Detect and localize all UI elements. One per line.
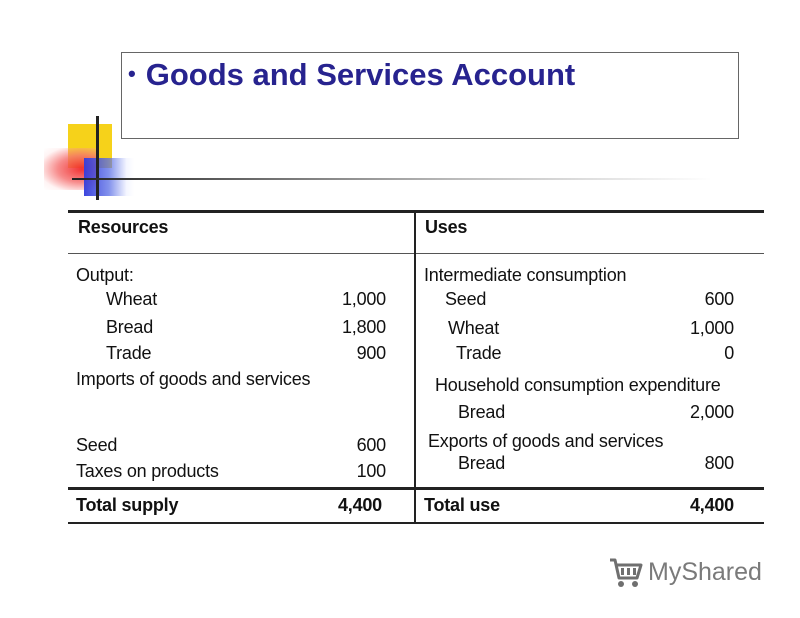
table-column-divider [414, 210, 416, 524]
use-seed-value: 600 [704, 289, 735, 309]
title-bullet: • [128, 61, 136, 86]
use-bread-value: 2,000 [689, 402, 734, 422]
total-use-label: Total use [424, 495, 500, 515]
use-trade-label: Trade [456, 343, 502, 363]
exports-bread-label: Bread [458, 453, 506, 473]
use-seed-label: Seed [445, 289, 487, 309]
res-wheat-value: 1,000 [341, 289, 386, 309]
total-supply-label: Total supply [76, 495, 179, 515]
table-top-rule [68, 210, 764, 213]
title-text: Goods and Services Account [145, 57, 576, 92]
table-bottom-rule [68, 522, 764, 524]
title-box: • Goods and Services Account [121, 52, 739, 139]
taxes-value: 100 [356, 461, 387, 481]
res-bread-value: 1,800 [341, 317, 386, 337]
table-header-rule [68, 253, 764, 254]
table-total-rule [68, 487, 764, 490]
res-seed-value: 600 [356, 435, 387, 455]
household-label: Household consumption expenditure [435, 375, 721, 395]
use-wheat-value: 1,000 [689, 318, 734, 338]
use-trade-value: 0 [724, 343, 734, 363]
slide-title: • Goods and Services Account [128, 57, 575, 93]
res-trade-value: 900 [356, 343, 387, 363]
uses-header: Uses [425, 217, 468, 237]
res-wheat-label: Wheat [106, 289, 158, 309]
total-supply-value: 4,400 [337, 495, 382, 515]
use-bread-label: Bread [458, 402, 506, 422]
res-seed-label: Seed [76, 435, 118, 455]
total-use-value: 4,400 [689, 495, 734, 515]
logo-text: MyShared [648, 558, 762, 586]
res-trade-label: Trade [106, 343, 152, 363]
decorative-horizontal-line [72, 178, 712, 180]
myshared-logo: MyShared [608, 556, 768, 590]
res-bread-label: Bread [106, 317, 154, 337]
shopping-cart-icon [610, 558, 643, 587]
intermediate-label: Intermediate consumption [424, 265, 627, 285]
imports-label: Imports of goods and services [76, 369, 311, 389]
use-wheat-label: Wheat [448, 318, 500, 338]
goods-services-table: Resources Uses Output: Wheat 1,000 Bread… [68, 210, 764, 524]
exports-bread-value: 800 [704, 453, 735, 473]
taxes-label: Taxes on products [76, 461, 219, 481]
exports-label: Exports of goods and services [428, 431, 664, 451]
decorative-vertical-line [96, 116, 99, 200]
resources-header: Resources [78, 217, 169, 237]
output-label: Output: [76, 265, 134, 285]
decorative-blue-shape [84, 158, 134, 196]
